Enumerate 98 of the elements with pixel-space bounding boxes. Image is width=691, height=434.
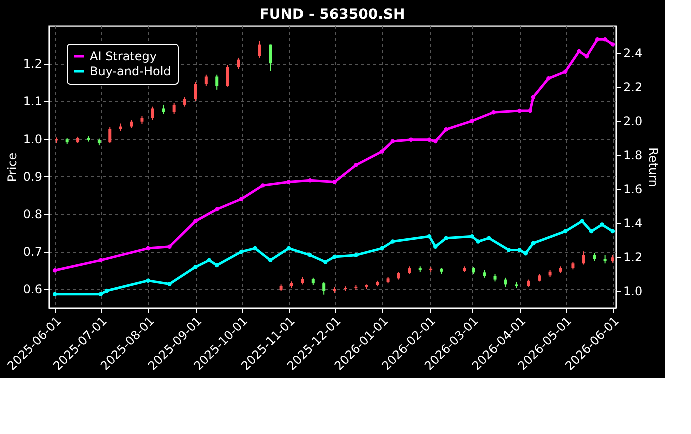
y-tick-label: 1.0	[23, 132, 42, 146]
y-tick-label: 1.1	[23, 94, 42, 109]
y2-tick-label: 2.0	[624, 114, 643, 129]
candlestick	[172, 102, 176, 115]
y2-tick-label: 1.8	[624, 148, 643, 163]
point	[563, 229, 568, 234]
candlestick	[237, 57, 240, 70]
chart-title: FUND - 563500.SH	[260, 7, 406, 23]
point	[52, 292, 58, 297]
point	[286, 180, 292, 184]
point	[390, 139, 395, 144]
candlestick	[204, 74, 208, 87]
y-tick-label: 0.7	[23, 245, 42, 260]
point	[434, 244, 438, 249]
point	[104, 288, 110, 294]
candlestick	[108, 127, 112, 144]
point	[409, 138, 414, 142]
y-tick-label: 0.9	[23, 170, 42, 184]
point	[194, 265, 198, 270]
candlestick	[504, 277, 508, 288]
point	[380, 246, 384, 251]
point	[600, 222, 604, 227]
legend-label: AI Strategy	[90, 50, 157, 64]
candlestick	[194, 82, 198, 102]
point	[194, 219, 198, 224]
point	[524, 252, 528, 256]
candlestick	[226, 64, 230, 88]
point	[214, 263, 220, 268]
y2-tick-label: 1.4	[624, 216, 643, 231]
y2-axis-title: Return	[646, 148, 661, 188]
candlestick	[216, 74, 219, 90]
point	[528, 108, 533, 114]
point	[470, 119, 474, 124]
point	[563, 70, 568, 74]
point	[98, 258, 104, 263]
point	[518, 248, 522, 252]
point	[268, 258, 273, 263]
point	[146, 278, 150, 283]
candlestick	[322, 282, 326, 296]
y-tick-label: 0.8	[23, 208, 42, 222]
point	[427, 234, 432, 239]
y2-tick-label: 2.4	[624, 46, 643, 61]
candlestick	[582, 251, 586, 266]
point	[487, 236, 492, 240]
point	[354, 253, 358, 258]
point	[308, 253, 312, 258]
point	[531, 241, 536, 246]
point	[239, 250, 244, 254]
y-axis-title: Price	[5, 152, 20, 182]
point	[286, 246, 292, 251]
y-tick-label: 0.6	[23, 282, 42, 297]
point	[427, 138, 432, 142]
point	[577, 49, 582, 54]
y-tick-label: 1.2	[23, 57, 42, 72]
point	[476, 240, 481, 244]
y2-tick-label: 1.6	[624, 182, 643, 197]
point	[98, 292, 104, 297]
candlestick	[151, 106, 154, 120]
point	[260, 184, 266, 188]
point	[546, 76, 551, 81]
point	[444, 128, 448, 132]
point	[239, 197, 244, 202]
y2-tick-label: 1.2	[624, 250, 643, 265]
point	[610, 229, 616, 234]
candlestick	[162, 104, 166, 115]
point	[506, 248, 512, 252]
y2-tick-label: 2.2	[624, 80, 643, 95]
point	[434, 139, 438, 144]
point	[168, 282, 172, 286]
point	[253, 246, 258, 251]
point	[332, 254, 337, 260]
point	[589, 229, 594, 234]
point	[308, 178, 312, 183]
point	[531, 95, 536, 100]
point	[444, 236, 448, 240]
point	[207, 258, 212, 263]
point	[603, 37, 608, 42]
point	[146, 246, 150, 251]
point	[324, 260, 328, 264]
point	[492, 110, 496, 115]
candlestick	[258, 40, 262, 58]
point	[518, 108, 522, 114]
point	[610, 42, 616, 47]
point	[380, 150, 384, 154]
legend-label: Buy-and-Hold	[90, 64, 172, 78]
y2-tick-label: 1.0	[624, 284, 643, 299]
point	[168, 244, 172, 249]
point	[580, 219, 584, 224]
point	[596, 37, 600, 42]
candlestick	[184, 96, 187, 108]
point	[390, 240, 395, 244]
point	[470, 234, 474, 239]
point	[584, 54, 590, 59]
point	[214, 207, 220, 212]
point	[332, 180, 337, 184]
point	[52, 268, 58, 273]
point	[354, 163, 358, 168]
candlestick	[269, 44, 272, 72]
